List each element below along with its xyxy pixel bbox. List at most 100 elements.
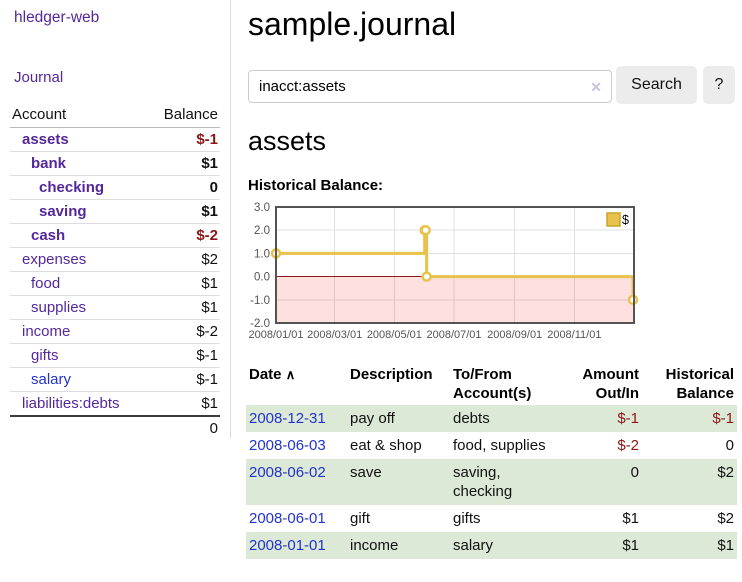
register-amount: 0 (630, 464, 639, 481)
register-amount: $1 (622, 537, 639, 554)
register-amount: $-2 (617, 437, 639, 454)
register-date-link[interactable]: 2008-06-02 (249, 464, 326, 481)
account-row: supplies $1 (10, 295, 220, 320)
account-link-checking[interactable]: checking (39, 179, 105, 196)
accounts-header-line1: To/From (453, 366, 512, 383)
accounts-header-account: Account (10, 104, 148, 128)
register-description: save (350, 464, 382, 481)
account-balance: $2 (147, 247, 220, 272)
account-balance: $-1 (147, 127, 220, 152)
register-amount: $1 (622, 510, 639, 527)
register-date-link[interactable]: 2008-06-03 (249, 437, 326, 454)
register-table: Date ∧ Description To/From Account(s) Am… (246, 363, 737, 559)
account-balance: $1 (147, 295, 220, 320)
accounts-header-line2: Account(s) (453, 385, 532, 402)
account-link-cash[interactable]: cash (31, 227, 66, 244)
amount-header-line2: Out/In (595, 385, 639, 402)
account-balance: $-1 (147, 367, 220, 392)
search-button[interactable]: Search (616, 66, 697, 104)
account-link-assets[interactable]: assets (22, 131, 69, 148)
accounts-total-row: 0 (10, 415, 220, 440)
svg-text:2008/07/01: 2008/07/01 (426, 329, 481, 341)
sort-asc-icon: ∧ (285, 367, 296, 382)
register-header-balance: Historical Balance (642, 363, 737, 405)
account-link-income[interactable]: income (22, 323, 71, 340)
accounts-total-value: 0 (147, 415, 220, 440)
balance-header-line2: Balance (676, 385, 734, 402)
svg-text:2008/11/01: 2008/11/01 (547, 329, 601, 341)
register-accounts: gifts (453, 510, 481, 527)
account-balance: $1 (147, 151, 220, 176)
register-balance: $1 (717, 537, 734, 554)
register-balance: 0 (725, 437, 734, 454)
svg-text:3.0: 3.0 (254, 202, 270, 214)
account-balance: $1 (147, 271, 220, 296)
account-link-bank[interactable]: bank (31, 155, 67, 172)
accounts-header-balance: Balance (147, 104, 220, 128)
page-title: sample.journal (248, 6, 457, 42)
account-heading: assets (248, 126, 327, 156)
svg-text:2008/09/01: 2008/09/01 (487, 329, 542, 341)
account-balance: $-2 (147, 223, 220, 248)
register-row: 2008-06-03 eat & shop food, supplies $-2… (246, 432, 737, 459)
account-row: assets $-1 (10, 127, 220, 152)
register-accounts: salary (453, 537, 494, 554)
account-row: checking 0 (10, 175, 220, 200)
account-row: food $1 (10, 271, 220, 296)
account-balance: $1 (147, 199, 220, 224)
register-balance: $2 (717, 464, 734, 481)
svg-text:$: $ (622, 213, 629, 227)
account-row: salary $-1 (10, 367, 220, 392)
register-date-link[interactable]: 2008-01-01 (249, 537, 326, 554)
chart-title: Historical Balance: (248, 177, 384, 194)
register-accounts: saving, checking (453, 464, 513, 500)
account-link-food[interactable]: food (31, 275, 61, 292)
register-balance: $2 (717, 510, 734, 527)
svg-text:0.0: 0.0 (254, 272, 270, 284)
account-row: liabilities:debts $1 (10, 391, 220, 416)
register-header-description: Description (350, 366, 433, 383)
sidebar-item-journal[interactable]: Journal (14, 69, 64, 86)
svg-text:2008/03/01: 2008/03/01 (307, 329, 362, 341)
account-link-saving[interactable]: saving (39, 203, 87, 220)
account-row: bank $1 (10, 151, 220, 176)
register-header-accounts: To/From Account(s) (450, 363, 550, 405)
sidebar: hledger-web Journal Account Balance asse… (0, 0, 231, 440)
register-row: 2008-01-01 income salary $1 $1 (246, 532, 737, 559)
register-description: pay off (350, 410, 395, 427)
svg-text:-1.0: -1.0 (250, 295, 270, 307)
account-row: expenses $2 (10, 247, 220, 272)
account-row: gifts $-1 (10, 343, 220, 368)
register-date-link[interactable]: 2008-06-01 (249, 510, 326, 527)
account-link-salary[interactable]: salary (31, 371, 72, 388)
register-accounts: debts (453, 410, 490, 427)
account-link-gifts[interactable]: gifts (31, 347, 59, 364)
amount-header-line1: Amount (582, 366, 639, 383)
account-balance: $1 (147, 391, 220, 416)
register-description: income (350, 537, 399, 554)
search-box: ✕ (248, 70, 612, 103)
register-description: gift (350, 510, 371, 527)
accounts-table: Account Balance assets $-1 bank $1 check… (10, 104, 220, 440)
account-balance: $-2 (147, 319, 220, 344)
register-row: 2008-12-31 pay off debts $-1 $-1 (246, 405, 737, 432)
register-date-link[interactable]: 2008-12-31 (249, 410, 326, 427)
account-link-expenses[interactable]: expenses (22, 251, 87, 268)
search-input[interactable] (249, 71, 611, 102)
svg-text:2008/05/01: 2008/05/01 (367, 329, 422, 341)
account-link-supplies[interactable]: supplies (31, 299, 87, 316)
account-link-liabilities-debts[interactable]: liabilities:debts (22, 395, 120, 412)
historical-balance-chart[interactable]: 3.0 2.0 1.0 0.0 -1.0 -2.0 2008/01/01 2008/03/01… (246, 200, 742, 348)
register-amount: $-1 (617, 410, 639, 427)
account-balance: 0 (147, 175, 220, 200)
clear-search-icon[interactable]: ✕ (590, 79, 602, 95)
svg-text:1.0: 1.0 (254, 248, 270, 260)
register-row: 2008-06-01 gift gifts $1 $2 (246, 505, 737, 532)
register-header-date[interactable]: Date ∧ (246, 363, 347, 405)
account-row: saving $1 (10, 199, 220, 224)
register-accounts: food, supplies (453, 437, 546, 454)
brand-link[interactable]: hledger-web (14, 9, 100, 26)
help-button[interactable]: ? (703, 66, 735, 104)
register-header-amount: Amount Out/In (550, 363, 642, 405)
